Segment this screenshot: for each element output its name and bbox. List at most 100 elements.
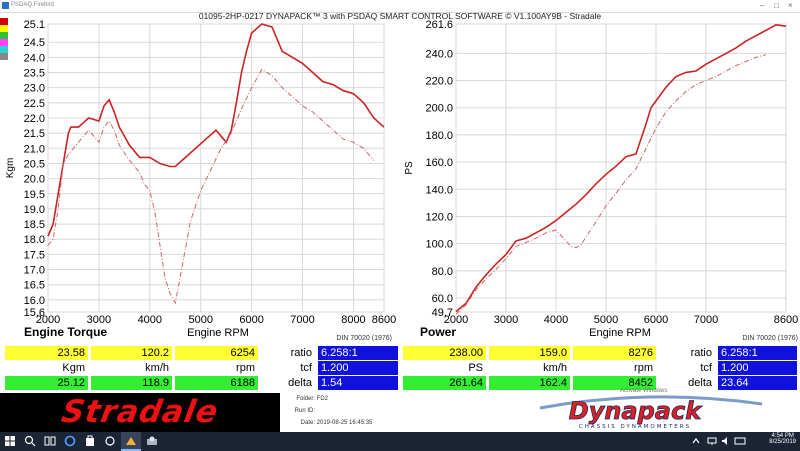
power-speed: 159.0 <box>489 346 570 360</box>
torque-x-tick-1: 3000 <box>87 314 111 326</box>
power-speed-unit: km/h <box>543 362 567 374</box>
power-x-tick-0: 2000 <box>444 314 468 326</box>
activate-windows-notice: Activate Windows <box>620 388 668 394</box>
window-titlebar: PSDAQ Firebird – □ × <box>0 0 800 13</box>
power-y-tick-2: 220.0 <box>425 76 453 88</box>
search-icon[interactable] <box>24 435 36 447</box>
maximize-button[interactable]: □ <box>774 1 779 10</box>
power-xlabel: Engine RPM <box>589 327 651 339</box>
torque-rpm-unit: rpm <box>236 362 255 374</box>
torque-y-tick-14: 18.0 <box>24 234 45 246</box>
torque-xlabel: Engine RPM <box>187 327 249 339</box>
power-x-tick-5: 7000 <box>694 314 718 326</box>
power-series-0 <box>455 23 787 313</box>
power-y-tick-8: 100.0 <box>425 239 453 251</box>
run-id-label: Run ID: <box>294 408 315 414</box>
folder-label: Folder: <box>296 396 315 402</box>
power-x-tick-1: 3000 <box>494 314 518 326</box>
torque-y-tick-19: 15.6 <box>24 307 45 319</box>
dynapack-wordmark: Dynapack <box>569 397 703 425</box>
volume-icon[interactable] <box>720 435 732 447</box>
store-icon[interactable] <box>84 435 96 447</box>
torque-x-tick-6: 8000 <box>341 314 365 326</box>
cortana-icon[interactable] <box>104 435 116 447</box>
network-icon[interactable] <box>706 435 718 447</box>
torque-x-tick-5: 7000 <box>290 314 314 326</box>
clock-date: 8/25/2019 <box>769 439 796 445</box>
power-y-tick-4: 180.0 <box>425 130 453 142</box>
power-ratio-value[interactable]: 6.258:1 <box>718 346 797 360</box>
legend-swatch-2 <box>0 32 8 39</box>
torque-ref-rpm: 6188 <box>175 376 258 390</box>
chevron-up-icon[interactable] <box>690 435 702 447</box>
torque-tcf-label: tcf <box>300 362 312 374</box>
window-title: PSDAQ Firebird <box>11 2 55 8</box>
power-din: DIN 70020 (1976) <box>742 335 798 342</box>
torque-ref-speed: 118.9 <box>91 376 172 390</box>
legend-swatch-3 <box>0 39 8 46</box>
power-x-tick-6: 8600 <box>774 314 798 326</box>
power-plot-area <box>455 23 787 313</box>
torque-ratio-label: ratio <box>290 347 312 359</box>
dynapack-subtitle: CHASSIS DYNAMOMETERS <box>579 424 691 430</box>
torque-speed: 120.2 <box>91 346 172 360</box>
power-x-tick-4: 6000 <box>644 314 668 326</box>
task-view-icon[interactable] <box>44 435 56 447</box>
torque-y-tick-15: 17.5 <box>24 249 45 261</box>
power-delta-label: delta <box>688 377 712 389</box>
power-tcf-label: tcf <box>700 362 712 374</box>
torque-y-tick-6: 22.0 <box>24 113 45 125</box>
power-y-tick-6: 140.0 <box>425 184 453 196</box>
torque-delta-value: 1.54 <box>318 376 398 390</box>
legend-swatch-5 <box>0 53 8 60</box>
power-tcf-value[interactable]: 1.200 <box>718 361 797 375</box>
power-x-tick-3: 5000 <box>594 314 618 326</box>
run-id-row: Run ID: <box>285 405 485 417</box>
stradale-logo: Stradale <box>58 394 222 430</box>
torque-panel-title: Engine Torque <box>24 325 107 339</box>
torque-din: DIN 70020 (1976) <box>336 335 392 342</box>
torque-speed-unit: km/h <box>145 362 169 374</box>
torque-y-tick-2: 24.0 <box>24 52 45 64</box>
keyboard-icon[interactable] <box>734 435 746 447</box>
close-button[interactable]: × <box>788 1 793 10</box>
date-value: 2019-08-25 16:45:35 <box>316 420 373 426</box>
folder-row: Folder: FD2 <box>285 393 485 405</box>
date-row: Date: 2019-08-25 16:45:35 <box>285 417 485 429</box>
torque-y-tick-17: 16.5 <box>24 280 45 292</box>
taskbar: 4:54 PM 8/25/2019 <box>0 432 800 451</box>
power-chart: 2000 3000 4000 5000 6000 7000 8600 261.6 240.0 22… <box>425 19 798 326</box>
torque-delta-label: delta <box>288 377 312 389</box>
dynapack-logo: Dynapack CHASSIS DYNAMOMETERS <box>539 395 763 430</box>
legend-swatch-0 <box>0 18 8 25</box>
power-x-tick-2: 4000 <box>544 314 568 326</box>
edge-browser-icon[interactable] <box>64 435 76 447</box>
windows-start-icon[interactable] <box>4 435 16 447</box>
torque-y-tick-11: 19.5 <box>24 189 45 201</box>
stradale-banner: Stradale <box>0 393 280 432</box>
power-y-tick-3: 200.0 <box>425 103 453 115</box>
run-info: Folder: FD2 Run ID: Date: 2019-08-25 16:… <box>285 393 485 429</box>
torque-y-tick-16: 17.0 <box>24 265 45 277</box>
dyno-tool-icon[interactable] <box>146 435 158 447</box>
minimize-button[interactable]: – <box>760 1 765 10</box>
power-y-tick-9: 80.0 <box>432 266 453 278</box>
torque-y-tick-1: 24.5 <box>24 37 45 49</box>
clock-time: 4:54 PM <box>771 433 794 439</box>
dynapack-swoosh <box>539 395 763 410</box>
torque-series-1 <box>47 68 375 305</box>
torque-y-tick-0: 25.1 <box>24 19 45 31</box>
torque-ratio-value[interactable]: 6.258:1 <box>318 346 398 360</box>
torque-value: 23.58 <box>5 346 88 360</box>
torque-y-tick-13: 18.5 <box>24 219 45 231</box>
taskbar-active-app[interactable] <box>121 432 141 451</box>
clock[interactable]: 4:54 PM 8/25/2019 <box>769 433 796 445</box>
power-delta-value: 23.64 <box>718 376 797 390</box>
torque-tcf-value[interactable]: 1.200 <box>318 361 398 375</box>
torque-y-tick-3: 23.5 <box>24 68 45 80</box>
power-series-1 <box>455 54 767 315</box>
power-y-tick-10: 60.0 <box>432 293 453 305</box>
torque-x-tick-0: 2000 <box>36 314 60 326</box>
power-y-tick-11: 49.7 <box>432 307 453 319</box>
power-rpm-unit: rpm <box>634 362 653 374</box>
